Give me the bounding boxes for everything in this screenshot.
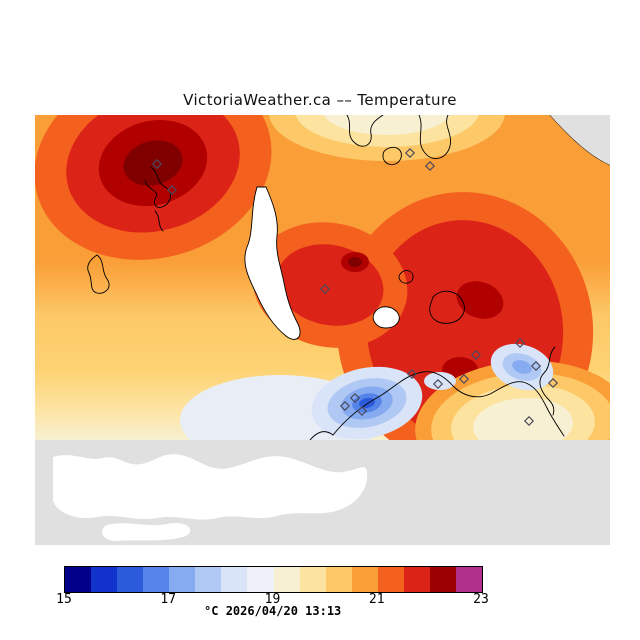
station-marker [530, 360, 542, 372]
colorbar-segment [117, 567, 144, 592]
colorbar-segment [273, 567, 300, 592]
colorbar-segment [143, 567, 170, 592]
outside-land [53, 454, 368, 542]
weather-map [35, 115, 610, 545]
colorbar-tick-label: 17 [160, 592, 177, 607]
station-marker [432, 378, 444, 390]
colorbar-segment [403, 567, 430, 592]
station-marker [404, 147, 416, 159]
colorbar-segment [325, 567, 352, 592]
map-canvas [35, 115, 610, 545]
bay-water [372, 306, 400, 329]
station-marker [514, 337, 526, 349]
colorbar-segment [65, 567, 92, 592]
station-marker [470, 349, 482, 361]
colorbar-segment [247, 567, 274, 592]
station-marker [458, 373, 470, 385]
station-marker [349, 392, 361, 404]
no-data-corner [550, 115, 610, 165]
contour-mild-north [269, 115, 505, 161]
contour-cool-east [490, 343, 554, 391]
station-marker [319, 283, 331, 295]
station-marker [151, 158, 163, 170]
stations-layer [151, 147, 559, 427]
timestamp: 2026/04/20 13:13 [225, 604, 342, 618]
station-marker [547, 377, 559, 389]
colorbar-tick-label: 21 [368, 592, 385, 607]
unit-label: °C [204, 604, 219, 618]
colorbar-segment [91, 567, 118, 592]
temperature-field [35, 115, 610, 440]
station-marker [166, 184, 178, 196]
contour-hot-spot-east [456, 281, 504, 319]
inlet-water [244, 186, 301, 340]
colorbar-segment [221, 567, 248, 592]
station-marker [339, 400, 351, 412]
strait-land-small [102, 523, 191, 542]
station-marker [523, 415, 535, 427]
colorbar-segment [377, 567, 404, 592]
station-marker [356, 405, 368, 417]
colorbar-segment [455, 567, 482, 592]
contour-mild-southeast [415, 360, 610, 440]
strait-land [53, 454, 368, 520]
colorbar-segment [351, 567, 378, 592]
station-marker [406, 368, 418, 380]
colorbar-segment [195, 567, 222, 592]
colorbar-segment [169, 567, 196, 592]
station-marker [424, 160, 436, 172]
colorbar-tick-label: 15 [56, 592, 72, 607]
colorbar-ticks: 15 17 19 21 23 [56, 592, 489, 607]
page-title: VictoriaWeather.ca –– Temperature [183, 91, 457, 109]
colorbar-tick-label: 19 [264, 592, 281, 607]
colorbar [64, 566, 483, 593]
colorbar-tick-label: 23 [473, 592, 489, 607]
colorbar-segment [299, 567, 326, 592]
colorbar-segment [429, 567, 456, 592]
colorbar-caption: °C 2026/04/20 13:13 [204, 604, 341, 618]
